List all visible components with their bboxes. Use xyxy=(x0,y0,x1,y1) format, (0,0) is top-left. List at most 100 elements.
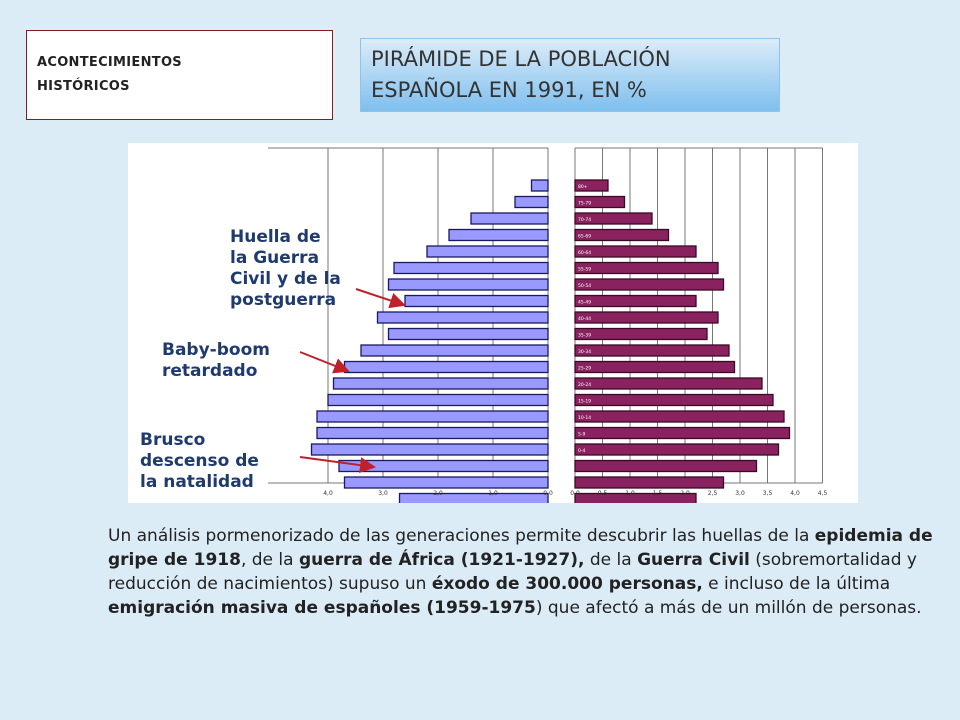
desc-text-6: ) que afectó a más de un millón de perso… xyxy=(535,598,922,618)
description-paragraph: Un análisis pormenorizado de las generac… xyxy=(108,524,938,620)
age-label: 35-39 xyxy=(578,333,591,339)
bar-left xyxy=(404,294,549,308)
bar-left xyxy=(387,327,549,341)
age-label: 55-59 xyxy=(578,267,591,273)
annotation-baby-boom: Baby-boom retardado xyxy=(162,340,270,382)
arrow-guerra xyxy=(355,288,406,309)
bar-left xyxy=(398,492,549,503)
bar-left xyxy=(360,344,549,357)
bar-right xyxy=(574,294,697,308)
arrow-baby xyxy=(299,351,350,374)
x-tick-label-right: 3,0 xyxy=(735,490,745,497)
bar-right xyxy=(574,410,785,423)
age-label: 5-9 xyxy=(578,432,585,438)
annotation-guerra-line4: postguerra xyxy=(230,290,337,310)
bar-left xyxy=(426,245,549,258)
x-tick-label-left: 1,0 xyxy=(488,490,498,497)
bar-left xyxy=(332,377,549,390)
arrow-brusco xyxy=(299,456,376,474)
desc-bold-gripe: epidemia de gripe de 1918 xyxy=(108,526,933,570)
desc-bold-africa: guerra de África (1921-1927), xyxy=(298,550,585,570)
annotation-brusco-descenso: Brusco descenso de la natalidad xyxy=(140,430,259,493)
x-tick-label-left: 0,0 xyxy=(543,490,553,497)
bar-left xyxy=(470,212,549,225)
title-line1: PIRÁMIDE DE LA POBLACIÓN xyxy=(371,47,671,71)
bar-right xyxy=(574,261,719,275)
bar-left xyxy=(530,179,549,192)
bar-right xyxy=(574,327,708,341)
title-box: PIRÁMIDE DE LA POBLACIÓN ESPAÑOLA EN 199… xyxy=(360,38,780,112)
x-tick-label-left: 2,0 xyxy=(433,490,443,497)
x-tick-label-right: 2,5 xyxy=(708,490,718,497)
title-line2: ESPAÑOLA EN 1991, EN % xyxy=(371,78,647,102)
bar-right xyxy=(574,195,626,209)
x-tick-label-right: 4,0 xyxy=(790,490,800,497)
bar-right xyxy=(574,278,725,291)
bar-left xyxy=(343,360,549,374)
x-tick-label-right: 1,5 xyxy=(653,490,663,497)
bar-left xyxy=(316,426,549,440)
events-box-line2: HISTÓRICOS xyxy=(37,79,130,94)
age-label: 20-24 xyxy=(578,382,591,388)
annotation-guerra-line3: Civil y de la xyxy=(230,269,341,289)
desc-bold-guerra-civil: Guerra Civil xyxy=(637,550,750,570)
desc-text-1: Un análisis pormenorizado de las generac… xyxy=(108,526,810,546)
age-label: 60-64 xyxy=(578,250,591,256)
bar-right xyxy=(574,344,730,357)
age-label: 75-79 xyxy=(578,201,591,207)
x-tick-label-left: 3,0 xyxy=(378,490,388,497)
bar-left xyxy=(387,278,549,291)
bar-right xyxy=(574,377,763,390)
bar-right xyxy=(574,492,697,503)
annotation-baby-line2: retardado xyxy=(162,361,258,381)
bar-right xyxy=(574,443,780,456)
x-tick-label-right: 0,5 xyxy=(598,490,608,497)
bar-right xyxy=(574,476,725,489)
desc-text-5: e incluso de la última xyxy=(702,574,891,594)
bar-right xyxy=(574,179,609,192)
x-tick-label-right: 1,0 xyxy=(625,490,635,497)
annotation-brusco-line1: Brusco xyxy=(140,430,206,450)
desc-text-3: de la xyxy=(584,550,638,570)
population-pyramid-chart: 80+ 75-79 70-74 65-69 60-64 55-59 50-54 45-49 40… xyxy=(128,143,858,503)
bar-left xyxy=(343,476,549,489)
age-label: 15-19 xyxy=(578,399,591,405)
annotation-guerra-line1: Huella de xyxy=(230,227,321,247)
x-tick-label-right: 4,5 xyxy=(818,490,828,497)
bar-right xyxy=(574,459,758,473)
annotation-guerra-civil: Huella de la Guerra Civil y de la postgu… xyxy=(230,227,341,311)
events-box: ACONTECIMIENTOS HISTÓRICOS xyxy=(26,30,333,120)
age-label: 0-4 xyxy=(578,448,585,454)
x-tick-label-right: 3,5 xyxy=(763,490,773,497)
bar-left xyxy=(448,228,549,242)
bar-left xyxy=(316,410,549,423)
events-box-line1: ACONTECIMIENTOS xyxy=(37,55,182,70)
desc-bold-exodo: éxodo de 300.000 personas, xyxy=(431,574,703,594)
bar-left xyxy=(514,195,549,209)
bar-right xyxy=(574,311,719,324)
bar-right xyxy=(574,360,736,374)
age-label: 30-34 xyxy=(578,349,591,355)
annotation-baby-line1: Baby-boom xyxy=(162,340,270,360)
age-label: 40-44 xyxy=(578,316,591,322)
age-label: 80+ xyxy=(578,184,588,190)
age-label: 45-49 xyxy=(578,300,591,306)
age-label: 50-54 xyxy=(578,283,591,289)
bar-right xyxy=(574,426,791,440)
desc-bold-emigracion: emigración masiva de españoles (1959-197… xyxy=(108,598,536,618)
bar-right xyxy=(574,228,670,242)
x-tick-label-right: 0,0 xyxy=(570,490,580,497)
bar-left xyxy=(393,261,549,275)
age-label: 10-14 xyxy=(578,415,591,421)
desc-text-2: , de la xyxy=(240,550,299,570)
age-label: 65-69 xyxy=(578,234,591,240)
age-label: 25-29 xyxy=(578,366,591,372)
bar-left xyxy=(310,443,549,456)
bar-left xyxy=(338,459,549,473)
desc-text-4: (sobremortalidad y reducción de nacimien… xyxy=(108,550,917,594)
pyramid-svg: 80+ 75-79 70-74 65-69 60-64 55-59 50-54 45-49 40… xyxy=(268,147,828,503)
bar-left xyxy=(376,311,549,324)
age-label: 70-74 xyxy=(578,217,591,223)
x-tick-label-right: 2,0 xyxy=(680,490,690,497)
bar-right xyxy=(574,393,774,407)
